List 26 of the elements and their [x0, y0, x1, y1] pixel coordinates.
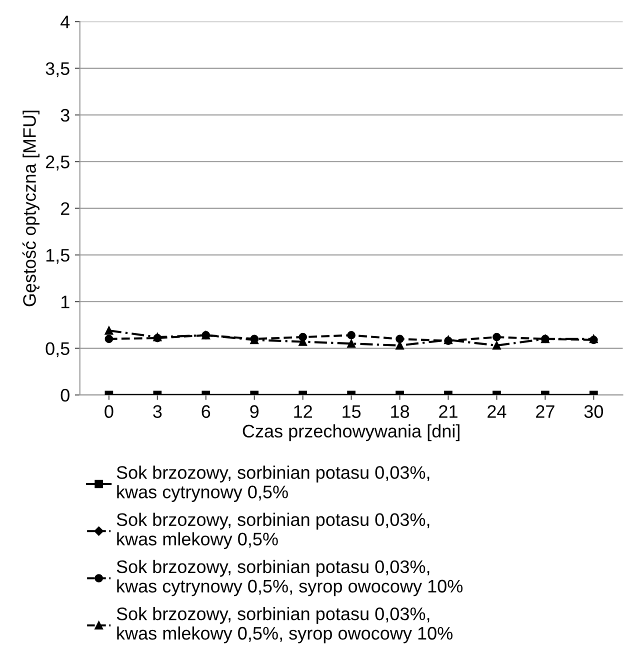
- y-axis-title: Gęstość optyczna [MFU]: [22, 110, 40, 306]
- y-tick-label: 0,5: [46, 342, 70, 358]
- y-tick-label: 2,5: [46, 156, 70, 170]
- y-tick-label: 2: [61, 202, 70, 215]
- x-tick-label: 6: [202, 405, 210, 418]
- legend-label: Sok brzozowy, sorbinian potasu 0,03%, kwas cytrynowy 0,5%, syrop owocowy 10%: [116, 560, 463, 596]
- x-tick-label: 27: [536, 405, 554, 418]
- x-tick-label: 30: [584, 405, 604, 418]
- x-tick-label: 9: [250, 405, 259, 418]
- x-tick-label: 15: [342, 405, 361, 418]
- x-axis-title: Czas przechowywania [dni]: [242, 424, 460, 442]
- x-tick-label: 18: [391, 405, 410, 418]
- y-tick-label: 3: [60, 108, 70, 122]
- y-tick-label: 1,5: [46, 249, 70, 264]
- legend-label: Sok brzozowy, sorbinian potasu 0,03%, kwas mlekowy 0,5%, syrop owocowy 10%: [116, 606, 453, 644]
- x-tick-label: 3: [153, 405, 162, 418]
- x-tick-label: 24: [488, 405, 506, 418]
- y-tick-label: 4: [60, 16, 70, 28]
- y-tick-label: 0: [60, 388, 70, 402]
- x-tick-label: 0: [104, 405, 114, 418]
- x-tick-label: 21: [439, 405, 458, 418]
- x-tick-label: 12: [294, 405, 312, 418]
- y-tick-label: 3,5: [46, 62, 70, 78]
- legend-label: Sok brzozowy, sorbinian potasu 0,03%, kwas mlekowy 0,5%: [116, 512, 430, 550]
- y-tick-label: 1: [61, 296, 70, 308]
- legend-label: Sok brzozowy, sorbinian potasu 0,03%, kwas cytrynowy 0,5%: [116, 466, 430, 502]
